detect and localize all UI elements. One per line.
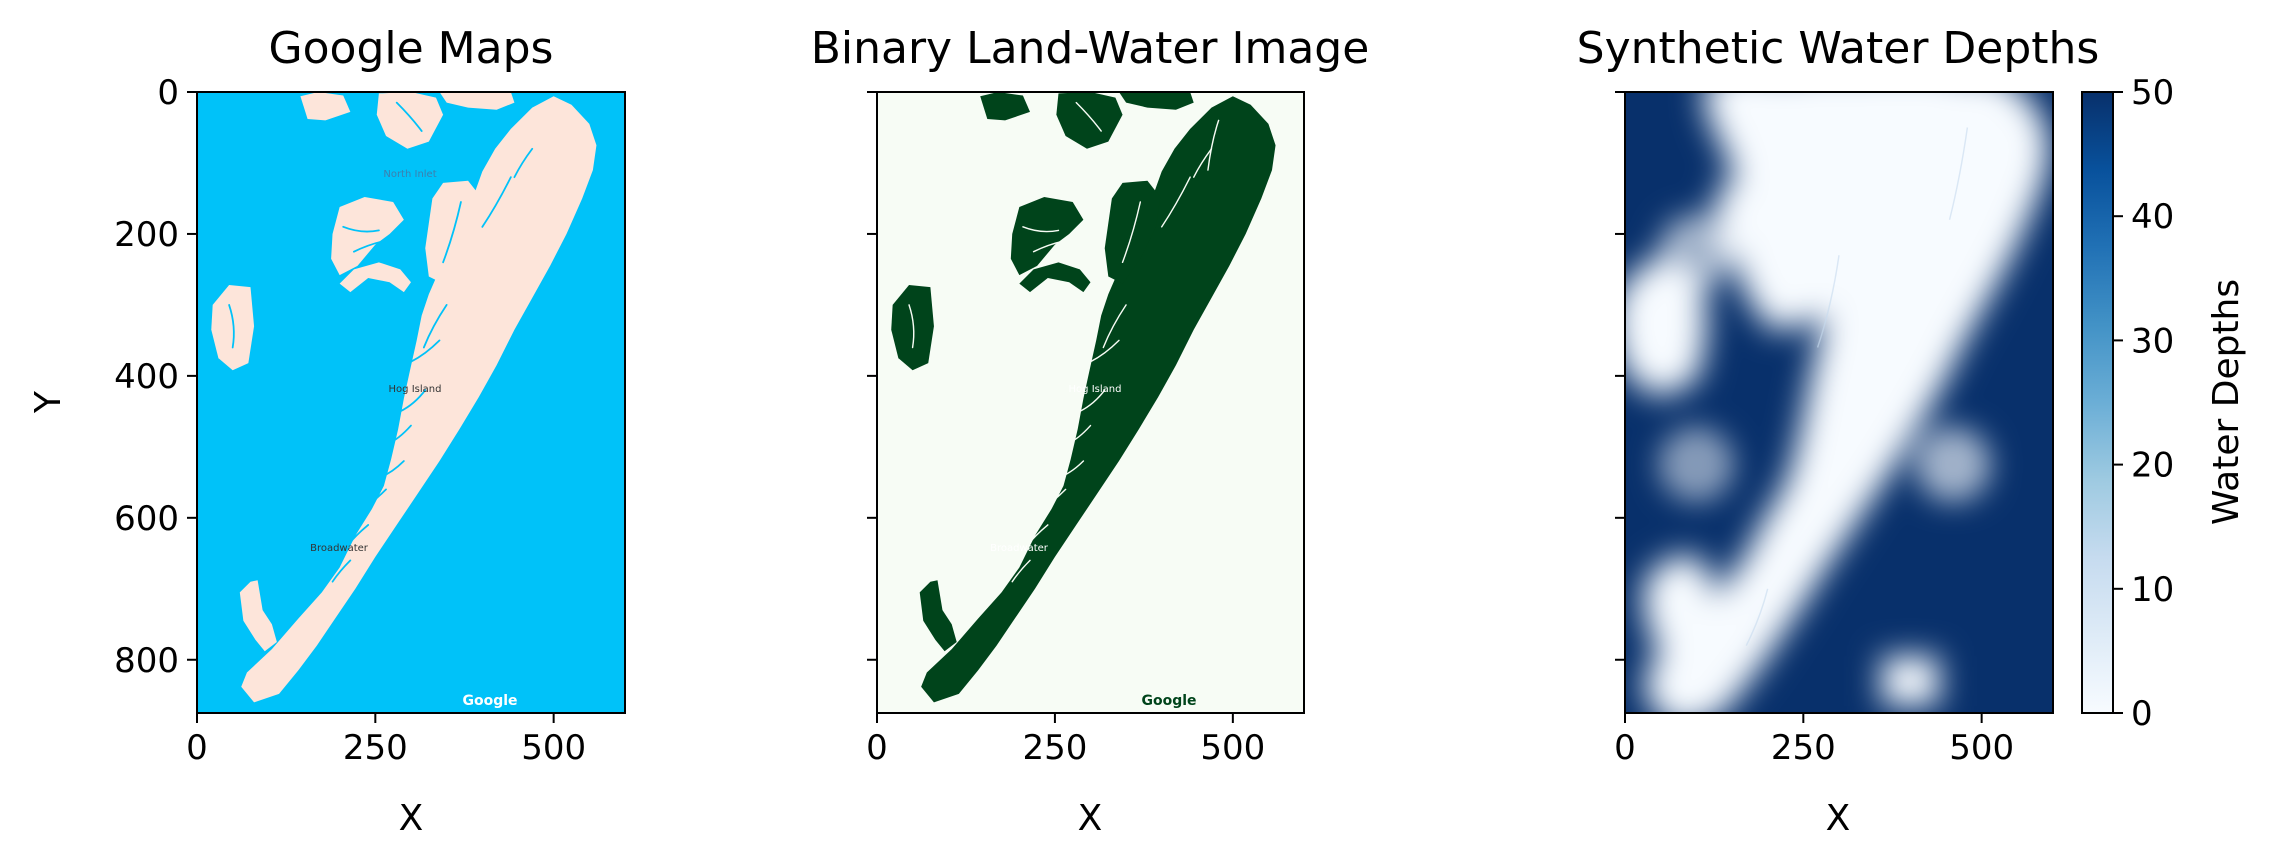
- x-axis-label: X: [1826, 798, 1851, 839]
- google-watermark: Google: [462, 693, 517, 709]
- y-tick-label: 800: [114, 641, 179, 681]
- panel-title: Synthetic Water Depths: [1577, 23, 2100, 74]
- google-watermark: Google: [1141, 693, 1196, 709]
- map-label-hog-island: Hog Island: [1069, 384, 1122, 395]
- colorbar-tick-label: 20: [2131, 446, 2174, 486]
- x-tick-label: 250: [343, 728, 408, 768]
- x-tick-label: 500: [1200, 728, 1265, 768]
- colorbar-tick-label: 50: [2131, 73, 2174, 113]
- y-tick-label: 200: [114, 215, 179, 255]
- google-maps-panel: North Inlet Hog Island Broadwater Google…: [28, 23, 626, 839]
- y-axis-label: Y: [28, 390, 69, 414]
- x-tick-label: 500: [1949, 728, 2014, 768]
- binary-panel: Hog Island Broadwater Google Binary Land…: [811, 23, 1370, 839]
- colorbar: 0 10 20 30 40 50 Water Depths: [2081, 73, 2247, 734]
- panel-title: Binary Land-Water Image: [811, 23, 1370, 74]
- map-label-hog-island: Hog Island: [389, 384, 442, 395]
- colorbar-tick-label: 0: [2131, 694, 2153, 734]
- axes-frame: [196, 91, 626, 714]
- x-tick-label: 0: [866, 728, 888, 768]
- x-ticks: 0 250 500: [866, 713, 1265, 768]
- panel-title: Google Maps: [269, 23, 554, 74]
- google-marsh-channels: [228, 101, 534, 583]
- x-axis-label: X: [399, 798, 424, 839]
- colorbar-tick-label: 30: [2131, 321, 2174, 361]
- depth-faint-channels: [1745, 127, 1969, 646]
- depth-shallow-areas: [1639, 92, 2024, 702]
- x-ticks: 0 250 500: [1614, 713, 2014, 768]
- x-tick-label: 500: [521, 728, 586, 768]
- y-ticks: [1615, 91, 1625, 661]
- colorbar-tick-label: 10: [2131, 570, 2174, 610]
- y-ticks: [867, 91, 877, 661]
- y-tick-label: 0: [157, 73, 179, 113]
- colorbar-gradient: [2081, 91, 2114, 714]
- depths-panel: Synthetic Water Depths X 0 250 500: [1577, 23, 2100, 839]
- x-tick-label: 250: [1022, 728, 1087, 768]
- map-label-broadwater: Broadwater: [990, 543, 1049, 554]
- x-tick-label: 250: [1771, 728, 1836, 768]
- x-tick-label: 0: [186, 728, 208, 768]
- axes-frame: [876, 91, 1305, 714]
- colorbar-tick-label: 40: [2131, 197, 2174, 237]
- axes-frame: [1624, 91, 2054, 714]
- y-tick-label: 400: [114, 357, 179, 397]
- x-axis-label: X: [1078, 798, 1103, 839]
- y-ticks: 0 200 400 600 800: [114, 73, 197, 681]
- x-tick-label: 0: [1614, 728, 1636, 768]
- binary-marsh-channels: [908, 101, 1220, 583]
- map-label-broadwater: Broadwater: [310, 543, 369, 554]
- y-tick-label: 600: [114, 499, 179, 539]
- colorbar-ticks: 0 10 20 30 40 50: [2113, 73, 2174, 734]
- x-ticks: 0 250 500: [186, 713, 586, 768]
- map-label-north-inlet: North Inlet: [383, 169, 436, 180]
- colorbar-label: Water Depths: [2206, 279, 2247, 525]
